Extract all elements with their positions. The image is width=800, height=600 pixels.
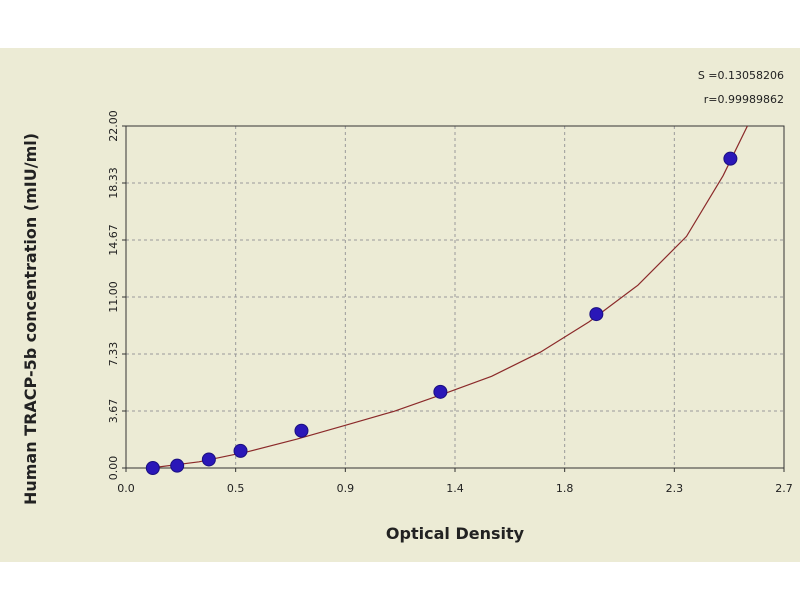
stat-r-value: r=0.99989862 [704, 93, 784, 106]
x-tick-label: 1.4 [446, 482, 464, 495]
data-point [233, 443, 248, 458]
y-tick-label: 14.67 [107, 224, 120, 256]
y-tick-label: 11.00 [107, 281, 120, 313]
x-tick-label: 2.7 [775, 482, 793, 495]
x-tick-label: 0.9 [337, 482, 355, 495]
y-tick-label: 3.67 [107, 399, 120, 424]
grid-lines [126, 126, 784, 468]
y-tick-label: 22.00 [107, 110, 120, 142]
data-point [723, 151, 738, 166]
chart-svg: 0.0 0.5 0.9 1.4 1.8 2.3 2.7 0.00 3.67 7.33 11.00 14… [21, 69, 793, 543]
x-tick-label: 1.8 [556, 482, 574, 495]
data-point [170, 458, 185, 473]
data-point [201, 452, 216, 467]
x-tick-label: 2.3 [666, 482, 684, 495]
chart-panel: 0.0 0.5 0.9 1.4 1.8 2.3 2.7 0.00 3.67 7.33 11.00 14… [0, 48, 800, 562]
y-tick-label: 0.00 [107, 456, 120, 481]
y-axis-title: Human TRACP-5b concentration (mIU/ml) [21, 133, 40, 505]
data-point [589, 307, 604, 322]
x-axis-title: Optical Density [386, 524, 525, 543]
data-point [294, 423, 309, 438]
y-tick-label: 7.33 [107, 342, 120, 367]
data-points [145, 151, 738, 475]
axis-ticks: 0.0 0.5 0.9 1.4 1.8 2.3 2.7 0.00 3.67 7.33 11.00 14… [107, 110, 793, 495]
data-point [433, 384, 448, 399]
y-tick-label: 18.33 [107, 167, 120, 199]
x-tick-label: 0.5 [227, 482, 245, 495]
stat-s-value: S =0.13058206 [698, 69, 784, 82]
x-tick-label: 0.0 [117, 482, 135, 495]
fit-curve [150, 125, 748, 469]
data-point [145, 461, 160, 475]
